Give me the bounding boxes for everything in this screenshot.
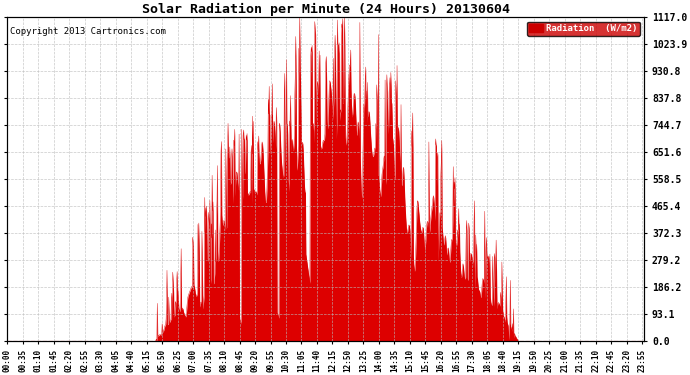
Title: Solar Radiation per Minute (24 Hours) 20130604: Solar Radiation per Minute (24 Hours) 20… xyxy=(142,3,510,16)
Legend: Radiation  (W/m2): Radiation (W/m2) xyxy=(526,21,640,36)
Text: Copyright 2013 Cartronics.com: Copyright 2013 Cartronics.com xyxy=(10,27,166,36)
